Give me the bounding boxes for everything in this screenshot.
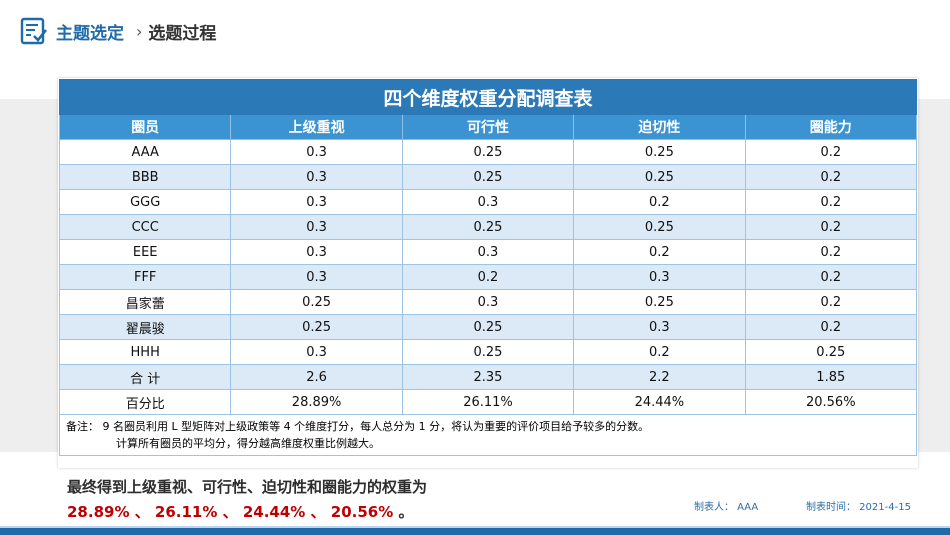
member-cell: 昌家蕾: [58, 289, 232, 315]
page-header: 主题选定 › 选题过程: [20, 14, 216, 48]
score-cell: 0.2: [744, 189, 918, 215]
score-cell: 0.3: [230, 164, 403, 190]
column-header: 上级重视: [230, 114, 403, 140]
score-cell: 2.6: [230, 364, 403, 390]
column-header: 可行性: [401, 114, 575, 140]
column-header: 迫切性: [573, 114, 746, 140]
score-cell: 0.2: [744, 264, 918, 290]
member-cell: HHH: [58, 339, 232, 365]
score-cell: 0.2: [744, 239, 918, 265]
score-cell: 1.85: [744, 364, 918, 390]
conclusion-text: 最终得到上级重视、可行性、迫切性和圈能力的权重为: [67, 478, 428, 496]
page-title: 主题选定: [56, 23, 124, 44]
score-cell: 0.25: [401, 214, 575, 240]
score-cell: 0.2: [744, 314, 918, 340]
score-cell: 0.2: [573, 339, 746, 365]
page-subtitle: 选题过程: [148, 23, 217, 44]
table-row: FFF 0.3 0.2 0.3 0.2: [58, 264, 918, 290]
score-cell: 0.25: [401, 139, 575, 165]
footer-bar: [0, 528, 950, 535]
score-cell: 0.25: [573, 289, 746, 315]
table-header-row: 圈员 上级重视 可行性 迫切性 圈能力: [58, 114, 918, 140]
member-cell: BBB: [58, 164, 232, 190]
table-row: GGG 0.3 0.3 0.2 0.2: [58, 189, 918, 215]
score-cell: 0.25: [230, 289, 403, 315]
score-cell: 0.2: [744, 164, 918, 190]
score-cell: 0.3: [401, 189, 575, 215]
member-cell: 翟晨骏: [58, 314, 232, 340]
score-cell: 0.3: [401, 289, 575, 315]
note-row: 备注： 9 名圈员利用 L 型矩阵对上级政策等 4 个维度打分，每人总分为 1 …: [59, 414, 917, 456]
score-cell: 0.2: [401, 264, 575, 290]
score-cell: 0.25: [573, 164, 746, 190]
table-row: 昌家蕾 0.25 0.3 0.25 0.2: [58, 289, 918, 315]
chevron-right-icon: ›: [136, 21, 143, 41]
table-date: 制表时间： 2021-4-15: [806, 502, 911, 513]
table-row: 合 计 2.6 2.35 2.2 1.85: [58, 364, 918, 390]
table-row: HHH 0.3 0.25 0.2 0.25: [58, 339, 918, 365]
checklist-icon: [20, 17, 48, 45]
score-cell: 2.2: [573, 364, 746, 390]
table-card: 四个维度权重分配调查表 圈员 上级重视 可行性 迫切性 圈能力 AAA 0.3 0.25 0.…: [58, 78, 918, 468]
score-cell: 0.2: [573, 239, 746, 265]
score-cell: 0.3: [230, 139, 403, 165]
score-cell: 0.25: [744, 339, 918, 365]
score-cell: 24.44%: [573, 389, 746, 415]
score-cell: 2.35: [401, 364, 575, 390]
table-row: EEE 0.3 0.3 0.2 0.2: [58, 239, 918, 265]
score-cell: 0.2: [744, 139, 918, 165]
conclusion-values: 28.89% 、 26.11% 、 24.44% 、 20.56%: [67, 503, 394, 521]
member-cell: FFF: [58, 264, 232, 290]
score-cell: 0.2: [573, 189, 746, 215]
column-header: 圈能力: [744, 114, 918, 140]
note-line-2: 计算所有圈员的平均分，得分越高维度权重比例越大。: [116, 437, 380, 450]
score-cell: 0.3: [230, 214, 403, 240]
score-cell: 0.25: [401, 339, 575, 365]
table-caption: 四个维度权重分配调查表: [59, 79, 917, 115]
score-cell: 0.3: [230, 239, 403, 265]
member-cell: EEE: [58, 239, 232, 265]
score-cell: 0.2: [744, 214, 918, 240]
score-cell: 0.2: [744, 289, 918, 315]
score-cell: 0.3: [230, 189, 403, 215]
score-cell: 0.25: [401, 314, 575, 340]
score-cell: 0.3: [230, 339, 403, 365]
table-row: BBB 0.3 0.25 0.25 0.2: [58, 164, 918, 190]
conclusion-end: 。: [393, 503, 414, 521]
conclusion: 最终得到上级重视、可行性、迫切性和圈能力的权重为 28.89% 、 26.11%…: [67, 476, 427, 522]
table-maker: 制表人： AAA: [694, 502, 759, 513]
score-cell: 0.25: [573, 139, 746, 165]
conclusion-values-line: 28.89% 、 26.11% 、 24.44% 、 20.56% 。: [67, 501, 427, 522]
note-line-1: 备注： 9 名圈员利用 L 型矩阵对上级政策等 4 个维度打分，每人总分为 1 …: [66, 420, 650, 433]
column-header: 圈员: [58, 114, 232, 140]
score-cell: 0.3: [230, 264, 403, 290]
table-row: CCC 0.3 0.25 0.25 0.2: [58, 214, 918, 240]
member-cell: 百分比: [58, 389, 232, 415]
score-cell: 26.11%: [401, 389, 575, 415]
score-cell: 0.25: [230, 314, 403, 340]
table-row: AAA 0.3 0.25 0.25 0.2: [58, 139, 918, 165]
score-cell: 0.3: [401, 239, 575, 265]
weight-table: 四个维度权重分配调查表 圈员 上级重视 可行性 迫切性 圈能力 AAA 0.3 0.25 0.…: [58, 79, 918, 456]
member-cell: CCC: [58, 214, 232, 240]
score-cell: 0.25: [573, 214, 746, 240]
score-cell: 28.89%: [230, 389, 403, 415]
table-row: 百分比 28.89% 26.11% 24.44% 20.56%: [58, 389, 918, 415]
footer-accent-line: [0, 526, 950, 528]
member-cell: GGG: [58, 189, 232, 215]
score-cell: 0.3: [573, 314, 746, 340]
member-cell: AAA: [58, 139, 232, 165]
score-cell: 20.56%: [744, 389, 918, 415]
score-cell: 0.3: [573, 264, 746, 290]
table-row: 翟晨骏 0.25 0.25 0.3 0.2: [58, 314, 918, 340]
score-cell: 0.25: [401, 164, 575, 190]
table-body: AAA 0.3 0.25 0.25 0.2 BBB 0.3 0.25 0.25 0.2 GGG 0.3…: [58, 139, 918, 415]
member-cell: 合 计: [58, 364, 232, 390]
note-cell: 备注： 9 名圈员利用 L 型矩阵对上级政策等 4 个维度打分，每人总分为 1 …: [59, 414, 917, 456]
